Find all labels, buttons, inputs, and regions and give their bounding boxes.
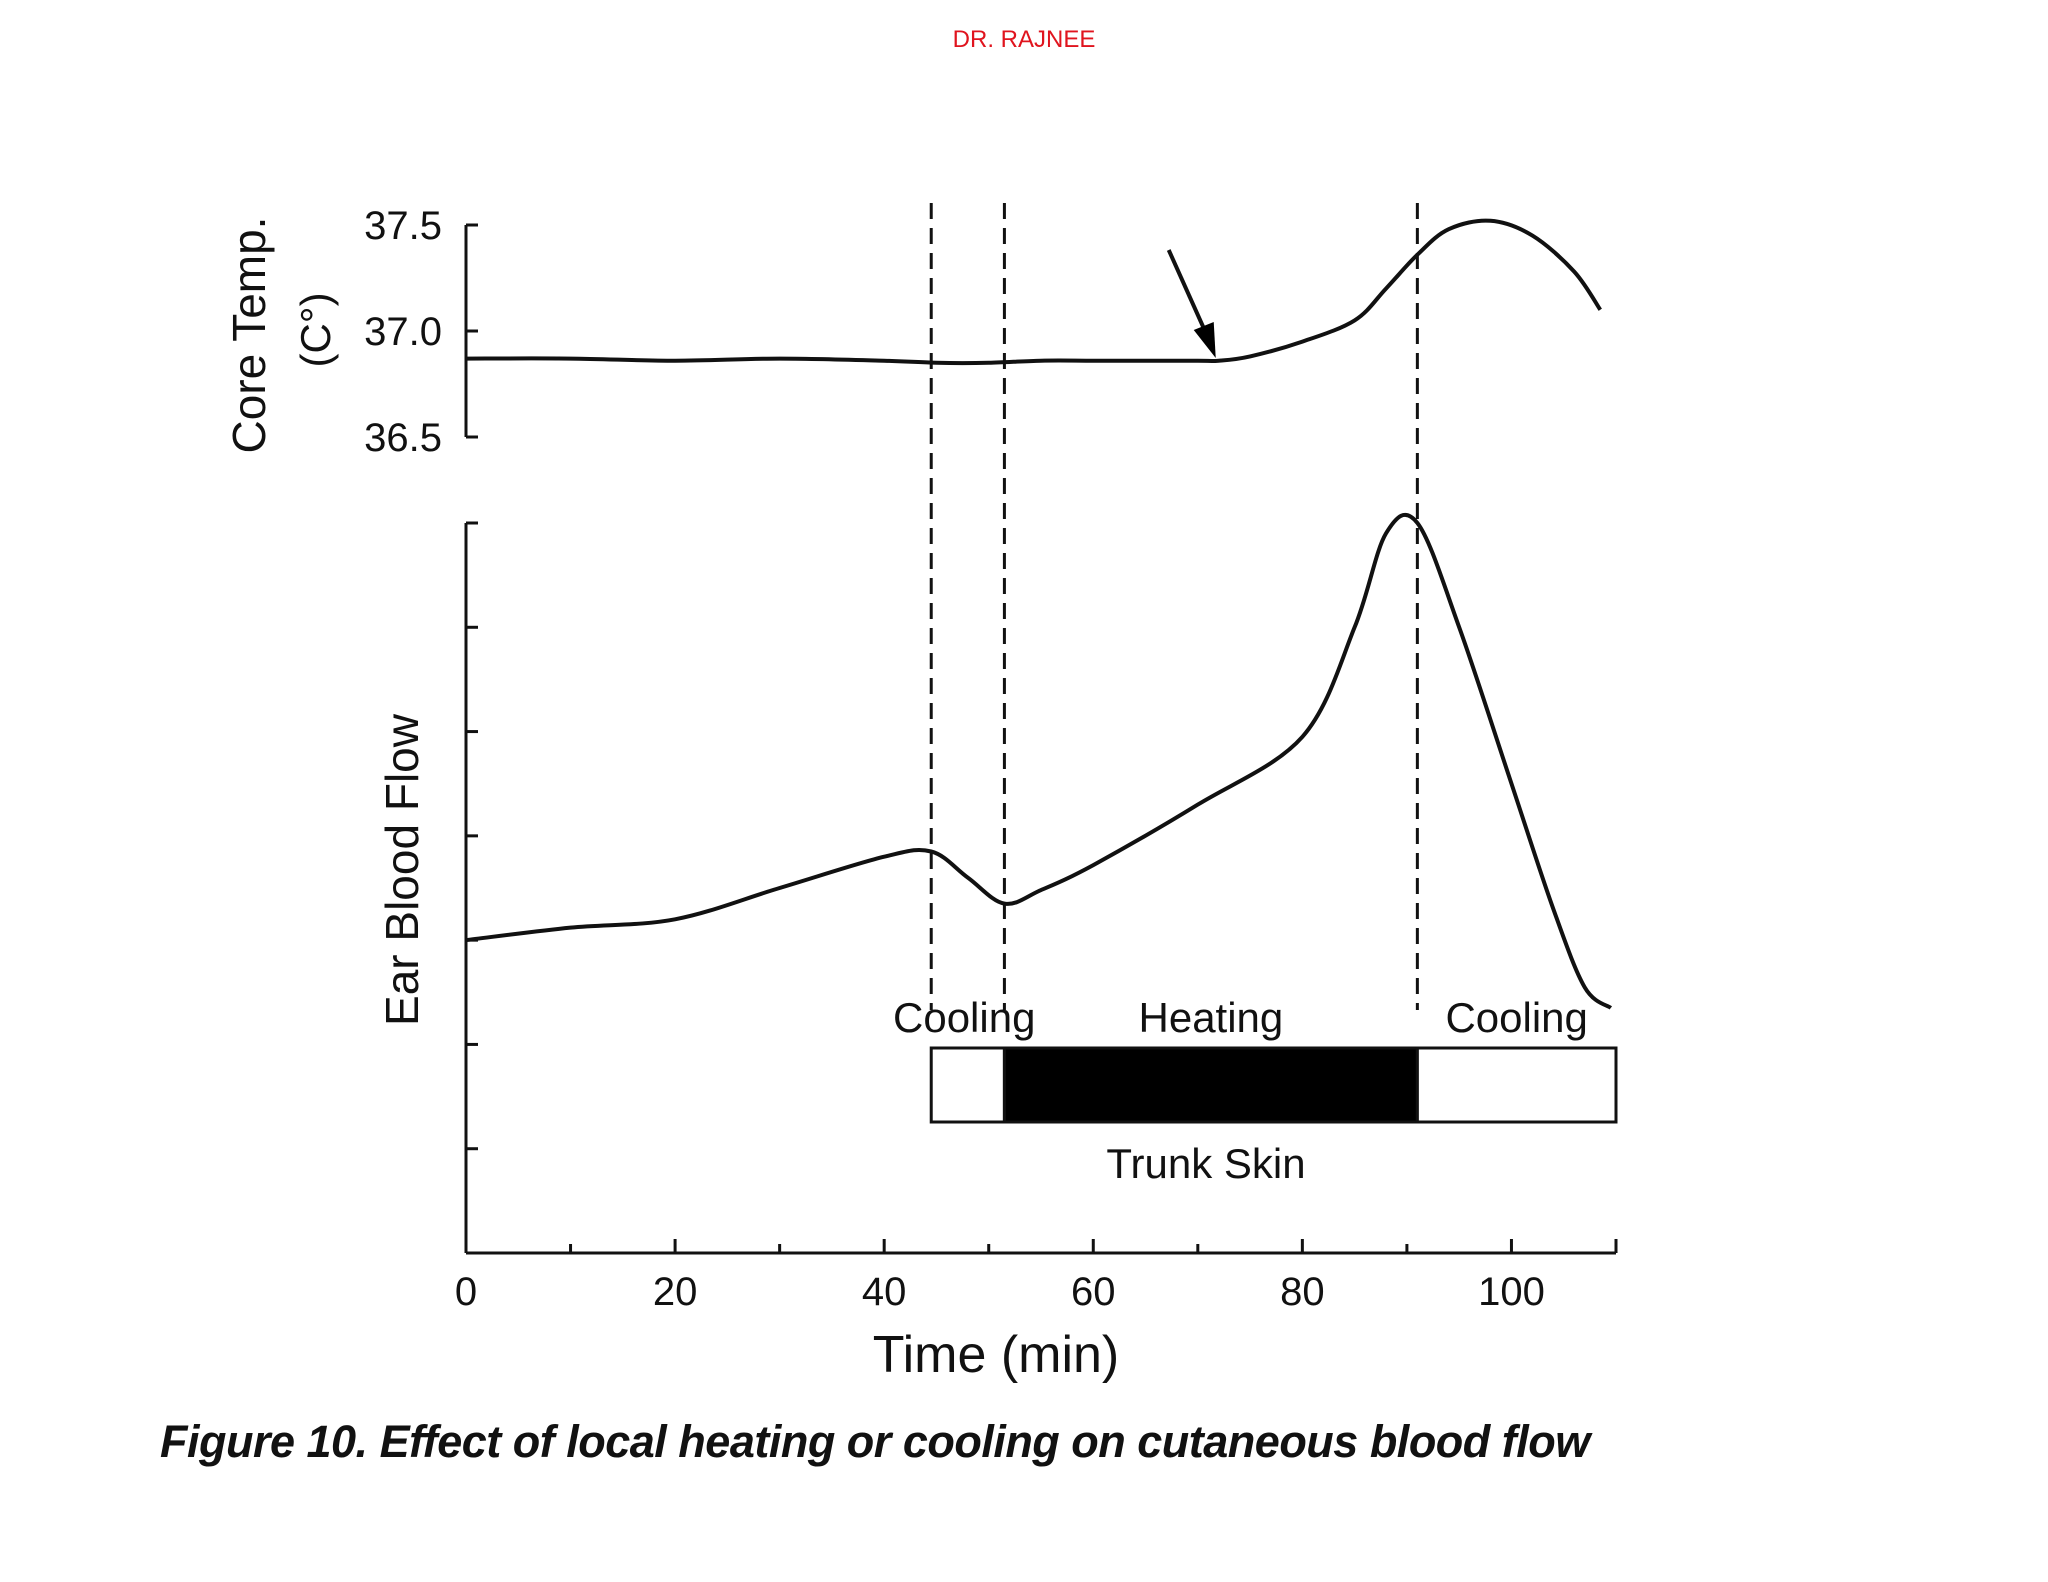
x-tick-label: 20 (653, 1270, 698, 1314)
phase-label-cooling: Cooling (893, 994, 1035, 1041)
core-temp-line (465, 218, 1602, 366)
trunk-skin-bar (929, 1046, 1618, 1124)
arrow-head (1193, 322, 1216, 358)
core-temp-y-tick-label: 36.5 (364, 416, 442, 460)
core-temp-y-label: Core Temp. (223, 217, 275, 454)
phase-label-cooling: Cooling (1445, 994, 1587, 1041)
x-tick-label: 0 (455, 1270, 477, 1314)
ear-flow-line (465, 512, 1613, 1010)
core-temp-y-tick-label: 37.0 (364, 310, 442, 354)
trunk-skin-segment-heating (1002, 1046, 1419, 1124)
phase-label-heating: Heating (1139, 994, 1284, 1041)
x-tick-label: 80 (1280, 1270, 1325, 1314)
x-tick-label: 40 (862, 1270, 907, 1314)
x-tick-label: 60 (1071, 1270, 1116, 1314)
core-temp-y-label-unit: (C°) (292, 292, 339, 367)
figure-caption: Figure 10. Effect of local heating or co… (160, 1416, 1590, 1467)
trunk-skin-segment-cooling (929, 1046, 1006, 1124)
ear-flow-y-label: Ear Blood Flow (376, 713, 428, 1026)
x-tick-label: 100 (1478, 1270, 1545, 1314)
core-temp-y-tick-label: 37.5 (364, 204, 442, 248)
x-axis-label: Time (min) (873, 1326, 1120, 1384)
author-credit: DR. RAJNEE (952, 26, 1096, 53)
trunk-skin-label: Trunk Skin (1106, 1140, 1305, 1187)
trunk-skin-segment-cooling (1415, 1046, 1618, 1124)
chart-text: 37.5 37.0 36.5 Core Temp. (C°) Ear Blood Flow… (223, 204, 1588, 1384)
series-lines (465, 218, 1613, 1010)
dividers (929, 203, 1419, 1010)
